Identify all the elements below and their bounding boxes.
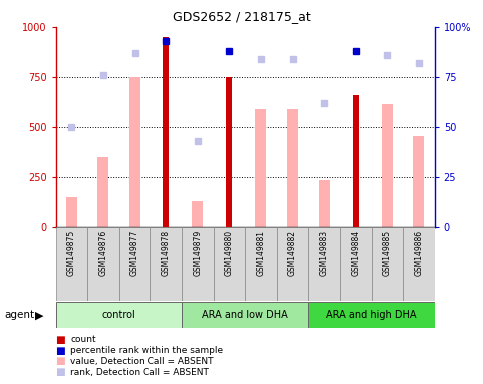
Bar bbox=[56, 227, 87, 301]
Text: ■: ■ bbox=[56, 346, 65, 356]
Text: control: control bbox=[102, 310, 136, 320]
Bar bbox=[353, 95, 358, 227]
Bar bbox=[308, 302, 435, 328]
Bar bbox=[256, 109, 267, 227]
Text: GSM149876: GSM149876 bbox=[99, 230, 107, 276]
Bar bbox=[56, 302, 182, 328]
Text: ■: ■ bbox=[56, 367, 65, 377]
Text: GSM149875: GSM149875 bbox=[67, 230, 76, 276]
Text: GSM149884: GSM149884 bbox=[351, 230, 360, 276]
Bar bbox=[227, 77, 232, 227]
Bar bbox=[98, 157, 109, 227]
Bar bbox=[245, 227, 277, 301]
Text: ▶: ▶ bbox=[35, 310, 43, 320]
Text: GSM149886: GSM149886 bbox=[414, 230, 424, 276]
Text: GDS2652 / 218175_at: GDS2652 / 218175_at bbox=[172, 10, 311, 23]
Bar bbox=[66, 197, 77, 227]
Text: GSM149883: GSM149883 bbox=[320, 230, 328, 276]
Bar bbox=[129, 77, 140, 227]
Text: ARA and low DHA: ARA and low DHA bbox=[202, 310, 288, 320]
Bar bbox=[287, 109, 298, 227]
Bar bbox=[163, 37, 169, 227]
Bar bbox=[119, 227, 150, 301]
Text: ■: ■ bbox=[56, 356, 65, 366]
Bar bbox=[371, 227, 403, 301]
Bar bbox=[277, 227, 308, 301]
Bar bbox=[182, 302, 308, 328]
Bar bbox=[340, 227, 371, 301]
Text: GSM149882: GSM149882 bbox=[288, 230, 297, 276]
Bar bbox=[182, 227, 213, 301]
Text: GSM149885: GSM149885 bbox=[383, 230, 392, 276]
Bar bbox=[308, 227, 340, 301]
Text: GSM149878: GSM149878 bbox=[162, 230, 170, 276]
Text: percentile rank within the sample: percentile rank within the sample bbox=[70, 346, 223, 355]
Bar bbox=[403, 227, 435, 301]
Text: GSM149879: GSM149879 bbox=[193, 230, 202, 276]
Text: GSM149877: GSM149877 bbox=[130, 230, 139, 276]
Bar bbox=[192, 200, 203, 227]
Text: ■: ■ bbox=[56, 335, 65, 345]
Bar bbox=[213, 227, 245, 301]
Text: value, Detection Call = ABSENT: value, Detection Call = ABSENT bbox=[70, 357, 213, 366]
Text: count: count bbox=[70, 335, 96, 344]
Text: agent: agent bbox=[5, 310, 35, 320]
Bar bbox=[87, 227, 119, 301]
Text: GSM149881: GSM149881 bbox=[256, 230, 266, 276]
Bar bbox=[319, 180, 329, 227]
Bar bbox=[150, 227, 182, 301]
Bar bbox=[382, 104, 393, 227]
Text: ARA and high DHA: ARA and high DHA bbox=[326, 310, 417, 320]
Text: GSM149880: GSM149880 bbox=[225, 230, 234, 276]
Text: rank, Detection Call = ABSENT: rank, Detection Call = ABSENT bbox=[70, 367, 209, 377]
Bar bbox=[413, 136, 425, 227]
